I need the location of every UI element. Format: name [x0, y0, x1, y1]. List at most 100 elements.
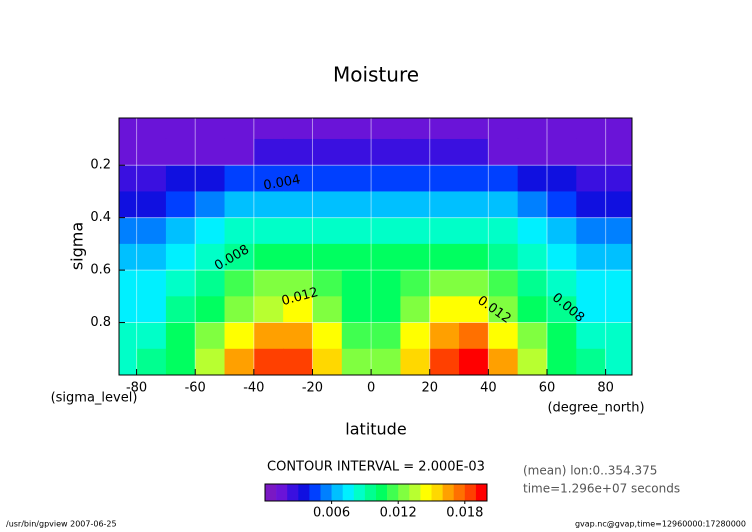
contour-cell: [312, 270, 343, 297]
contour-cell: [224, 118, 255, 140]
contour-cell: [224, 217, 255, 245]
colorbar-cell: [442, 484, 454, 501]
contour-cell: [576, 217, 607, 245]
colorbar-tick-label: 0.006: [313, 506, 350, 521]
contour-cell: [576, 322, 607, 350]
contour-cell: [283, 243, 313, 271]
contour-cell: [488, 243, 519, 271]
contour-cell: [488, 296, 519, 324]
contour-cell: [312, 165, 343, 192]
contour-cell: [195, 243, 226, 271]
contour-cell: [165, 270, 196, 297]
contour-cell: [488, 165, 519, 192]
contour-cell: [312, 191, 343, 219]
contour-cell: [283, 217, 313, 245]
contour-cell: [341, 270, 372, 297]
contour-cell: [136, 191, 167, 219]
contour-cell: [224, 348, 255, 376]
contour-cell: [459, 322, 489, 350]
contour-cell: [429, 217, 460, 245]
contour-cell: [517, 270, 548, 297]
contour-cell: [224, 243, 255, 271]
contour-cell: [253, 191, 284, 219]
contour-cell: [576, 138, 607, 166]
contour-cell: [546, 322, 577, 350]
x-axis-units: (degree_north): [547, 401, 644, 416]
contour-cell: [488, 322, 519, 350]
contour-cell: [576, 296, 607, 324]
chart-title: Moisture: [333, 63, 419, 87]
contour-cell: [400, 191, 431, 219]
contour-cell: [517, 138, 548, 166]
colorbar-cell: [342, 484, 355, 501]
colorbar-cell: [475, 484, 488, 501]
contour-cell: [371, 191, 401, 219]
contour-cell: [400, 217, 431, 245]
contour-cell: [195, 138, 226, 166]
contour-cell: [371, 322, 401, 350]
contour-cell: [605, 138, 633, 166]
colorbar-cell: [376, 484, 388, 501]
contour-cell: [312, 138, 343, 166]
contour-cell: [429, 243, 460, 271]
x-tick-label: -20: [302, 381, 323, 396]
contour-cell: [605, 348, 633, 376]
contour-cell: [371, 243, 401, 271]
contour-cell: [253, 243, 284, 271]
contour-cell: [119, 296, 138, 324]
contour-cell: [546, 348, 577, 376]
contour-cell: [488, 138, 519, 166]
contour-cell: [517, 296, 548, 324]
contour-cell: [165, 165, 196, 192]
contour-cell: [488, 348, 519, 376]
contour-cell: [517, 348, 548, 376]
contour-cell: [119, 348, 138, 376]
contour-cell: [371, 270, 401, 297]
contour-cell: [371, 118, 401, 140]
contour-cell: [136, 348, 167, 376]
contour-cell: [488, 270, 519, 297]
y-tick-label: 0.2: [90, 158, 111, 173]
contour-cell: [576, 165, 607, 192]
contour-cell: [576, 243, 607, 271]
colorbar-cell: [331, 484, 343, 501]
contour-cell: [341, 243, 372, 271]
contour-cell: [605, 270, 633, 297]
colorbar-cell: [287, 484, 299, 501]
contour-cell: [459, 118, 489, 140]
contour-cell: [165, 191, 196, 219]
contour-cell: [576, 191, 607, 219]
contour-cell: [517, 243, 548, 271]
contour-cell: [576, 348, 607, 376]
contour-cell: [136, 270, 167, 297]
contour-cell: [253, 165, 284, 192]
note: (mean) lon:0..354.375: [523, 464, 657, 478]
contour-cell: [429, 118, 460, 140]
contour-cell: [312, 217, 343, 245]
contour-cell: [605, 118, 633, 140]
contour-cell: [400, 270, 431, 297]
contour-cell: [605, 217, 633, 245]
contour-cell: [429, 165, 460, 192]
contour-cell: [371, 217, 401, 245]
x-tick-label: 0: [367, 381, 375, 396]
y-tick-label: 0.6: [90, 263, 111, 278]
colorbar-tick-label: 0.012: [380, 506, 417, 521]
contour-cell: [165, 322, 196, 350]
contour-cell: [253, 322, 284, 350]
contour-cell: [283, 138, 313, 166]
contour-cell: [119, 118, 138, 140]
note: time=1.296e+07 seconds: [523, 482, 680, 496]
contour-cell: [253, 296, 284, 324]
contour-cell: [224, 296, 255, 324]
contour-cell: [517, 322, 548, 350]
x-tick-label: 20: [421, 381, 438, 396]
contour-cell: [136, 243, 167, 271]
colorbar-cell: [387, 484, 399, 501]
colorbar-frame: [264, 483, 488, 502]
contour-cell: [224, 270, 255, 297]
contour-cell: [195, 270, 226, 297]
contour-cell: [119, 138, 138, 166]
contour-cell: [488, 217, 519, 245]
colorbar-cell: [298, 484, 310, 501]
